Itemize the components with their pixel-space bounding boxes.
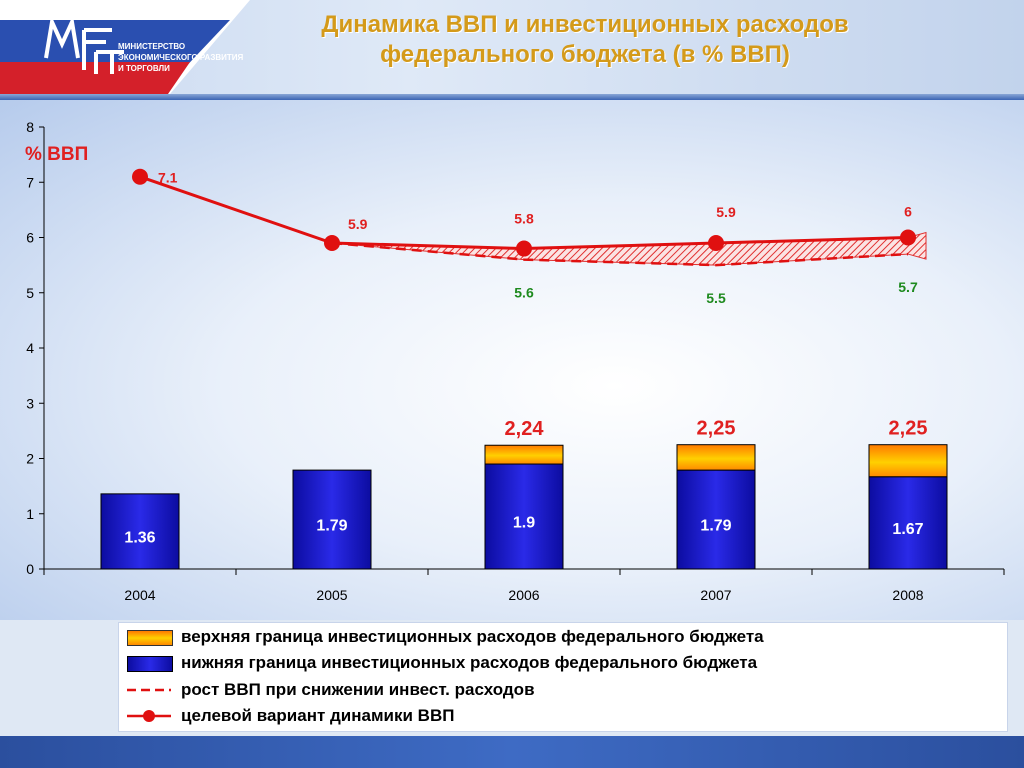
bar-upper-bound — [868, 444, 948, 478]
header-divider — [0, 94, 1024, 100]
legend-label-lower-bound: нижняя граница инвестиционных расходов ф… — [181, 653, 758, 672]
y-tick-label: 5 — [26, 285, 34, 301]
x-tick-label: 2006 — [508, 587, 539, 603]
legend-item-gdp-dashed: рост ВВП при снижении инвест. расходов — [119, 678, 1007, 702]
y-tick-label: 3 — [26, 395, 34, 411]
ministry-logo-text: Министерство экономического развития и т… — [118, 41, 268, 74]
logo-line-2: экономического развития — [118, 53, 244, 62]
series-line-gdp-dashed — [331, 241, 909, 267]
gdp-dashed-label: 5.5 — [706, 290, 726, 306]
logo-flag-band — [0, 0, 250, 94]
gdp-target-point — [900, 229, 916, 246]
y-tick-label: 0 — [26, 561, 34, 577]
gdp-target-label: 7.1 — [158, 170, 178, 186]
gdp-dashed-label: 5.6 — [514, 285, 534, 301]
legend-item-upper-bound: верхняя граница инвестиционных расходов … — [119, 625, 1007, 649]
legend-label-gdp-dashed: рост ВВП при снижении инвест. расходов — [181, 680, 535, 699]
gdp-target-label: 5.8 — [514, 211, 534, 227]
bar-lower-bound — [484, 463, 564, 570]
legend-item-gdp-target: целевой вариант динамики ВВП — [119, 704, 1007, 728]
logo-line-3: и торговли — [118, 64, 170, 73]
y-tick-label: 7 — [26, 174, 34, 190]
title-line-1: Динамика ВВП и инвестиционных расходов — [321, 11, 849, 38]
bar-lower-bound — [292, 469, 372, 570]
mert-logo-icon — [44, 15, 124, 74]
legend-swatch-blue — [127, 656, 173, 672]
gdp-target-label: 6 — [904, 204, 912, 220]
y-tick-label: 2 — [26, 451, 34, 467]
logo-line-1: Министерство — [118, 42, 186, 51]
bar-upper-bound — [484, 444, 564, 465]
legend-item-lower-bound: нижняя граница инвестиционных расходов ф… — [119, 651, 1007, 675]
bar-lower-bound-label: 1.79 — [700, 518, 731, 535]
gdp-dashed-label: 5.7 — [898, 279, 918, 295]
x-tick-label: 2007 — [700, 587, 731, 603]
title-line-2: федерального бюджета (в % ВВП) — [380, 41, 790, 68]
bar-lower-bound — [868, 476, 948, 570]
gdp-target-point — [324, 235, 340, 252]
y-axis-label: % ВВП — [25, 144, 88, 165]
bar-upper-bound-label: 2,25 — [889, 418, 928, 440]
bar-lower-bound-label: 1.67 — [892, 521, 923, 538]
x-tick-label: 2004 — [124, 587, 155, 603]
y-tick-label: 6 — [26, 230, 34, 246]
y-tick-label: 8 — [26, 119, 34, 135]
bar-lower-bound-label: 1.79 — [316, 518, 347, 535]
legend-label-gdp-target: целевой вариант динамики ВВП — [181, 706, 455, 725]
gdp-target-point — [516, 240, 532, 257]
legend-swatch-dashed-line — [127, 688, 171, 692]
y-tick-label: 1 — [26, 506, 34, 522]
gdp-target-label: 5.9 — [348, 216, 368, 232]
footer-bar — [0, 736, 1024, 768]
bar-lower-bound — [100, 493, 180, 570]
gdp-target-point — [708, 235, 724, 252]
gdp-target-label: 5.9 — [716, 204, 736, 220]
y-tick-label: 4 — [26, 340, 34, 356]
legend-swatch-marker-line — [127, 710, 171, 722]
bar-upper-bound-label: 2,24 — [505, 418, 545, 440]
bar-lower-bound-label: 1.36 — [124, 529, 155, 546]
gdp-range-band — [331, 231, 927, 266]
page-title: Динамика ВВП и инвестиционных расходов ф… — [230, 10, 940, 70]
bar-upper-bound-label: 2,25 — [697, 418, 736, 440]
bar-upper-bound — [676, 444, 756, 471]
legend-swatch-orange — [127, 630, 173, 646]
chart: 0 1 2 3 4 5 6 7 8 2004 2005 2006 2007 2008 1.36 1.79 1.… — [25, 119, 1005, 603]
bar-lower-bound — [676, 469, 756, 570]
x-tick-label: 2005 — [316, 587, 347, 603]
legend: верхняя граница инвестиционных расходов … — [118, 622, 1008, 732]
legend-label-upper-bound: верхняя граница инвестиционных расходов … — [181, 627, 764, 646]
slide-header: Министерство экономического развития и т… — [0, 0, 1024, 94]
bar-lower-bound-label: 1.9 — [513, 515, 535, 532]
gdp-target-point — [132, 168, 148, 185]
x-tick-label: 2008 — [892, 587, 923, 603]
